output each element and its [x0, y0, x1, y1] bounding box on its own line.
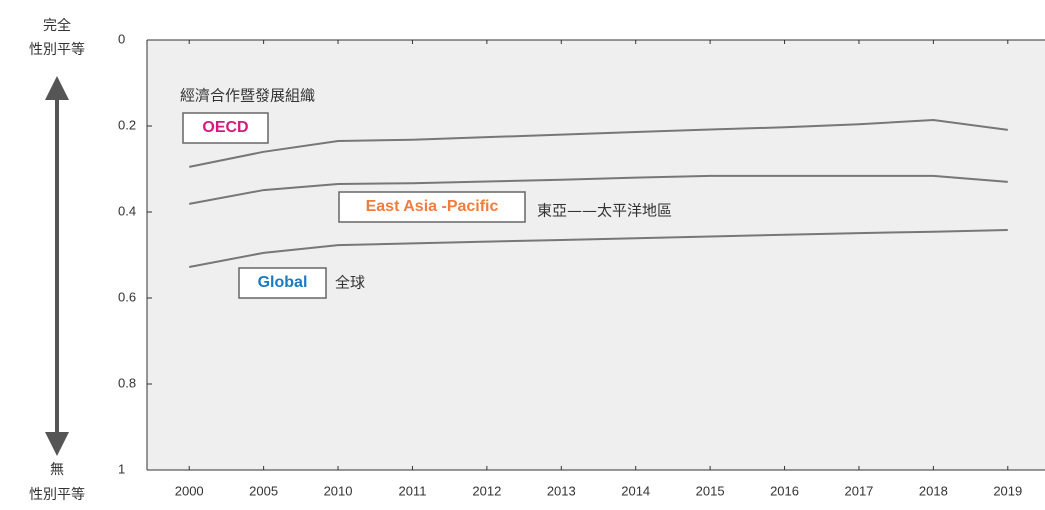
- series-name: East Asia -Pacific: [366, 198, 499, 215]
- series-label: 東亞——太平洋地區: [537, 202, 672, 220]
- label-box: [338, 191, 526, 223]
- x-tick-label: 2005: [249, 483, 278, 498]
- x-tick-label: 2010: [324, 483, 353, 498]
- series-name: Global: [258, 274, 308, 291]
- plot-area: [147, 40, 1045, 470]
- series-label: 經濟合作暨發展組織: [180, 87, 315, 105]
- y-tick-label: 0: [118, 31, 125, 46]
- x-tick-label: 2017: [844, 483, 873, 498]
- series-line: [189, 118, 1008, 168]
- y-label-bottom: 無: [50, 462, 64, 478]
- x-tick-label: 2019: [993, 483, 1022, 498]
- y-tick-label: 0.8: [118, 375, 136, 390]
- x-tick-label: 2011: [398, 483, 426, 498]
- y-tick-label: 0.4: [118, 203, 136, 218]
- y-tick-label: 0.2: [118, 117, 136, 132]
- y-tick-label: 0.6: [118, 289, 136, 304]
- y-label-bottom: 性別平等: [29, 486, 85, 503]
- x-tick-label: 2014: [621, 483, 650, 498]
- label-box: [238, 267, 327, 299]
- label-box: [182, 112, 269, 144]
- y-label-top: 完全: [43, 17, 71, 34]
- x-tick-label: 2013: [547, 483, 576, 498]
- series-name: OECD: [202, 119, 248, 136]
- series-line: [189, 174, 1008, 205]
- x-tick-label: 2012: [472, 483, 501, 498]
- y-label-top: 性別平等: [29, 41, 85, 58]
- x-tick-label: 2016: [770, 483, 799, 498]
- x-tick-label: 2000: [175, 483, 204, 498]
- y-tick-label: 1: [118, 461, 125, 476]
- x-tick-label: 2015: [696, 483, 725, 498]
- x-tick-label: 2018: [919, 483, 948, 498]
- series-line: [189, 229, 1008, 269]
- series-label: 全球: [335, 274, 365, 292]
